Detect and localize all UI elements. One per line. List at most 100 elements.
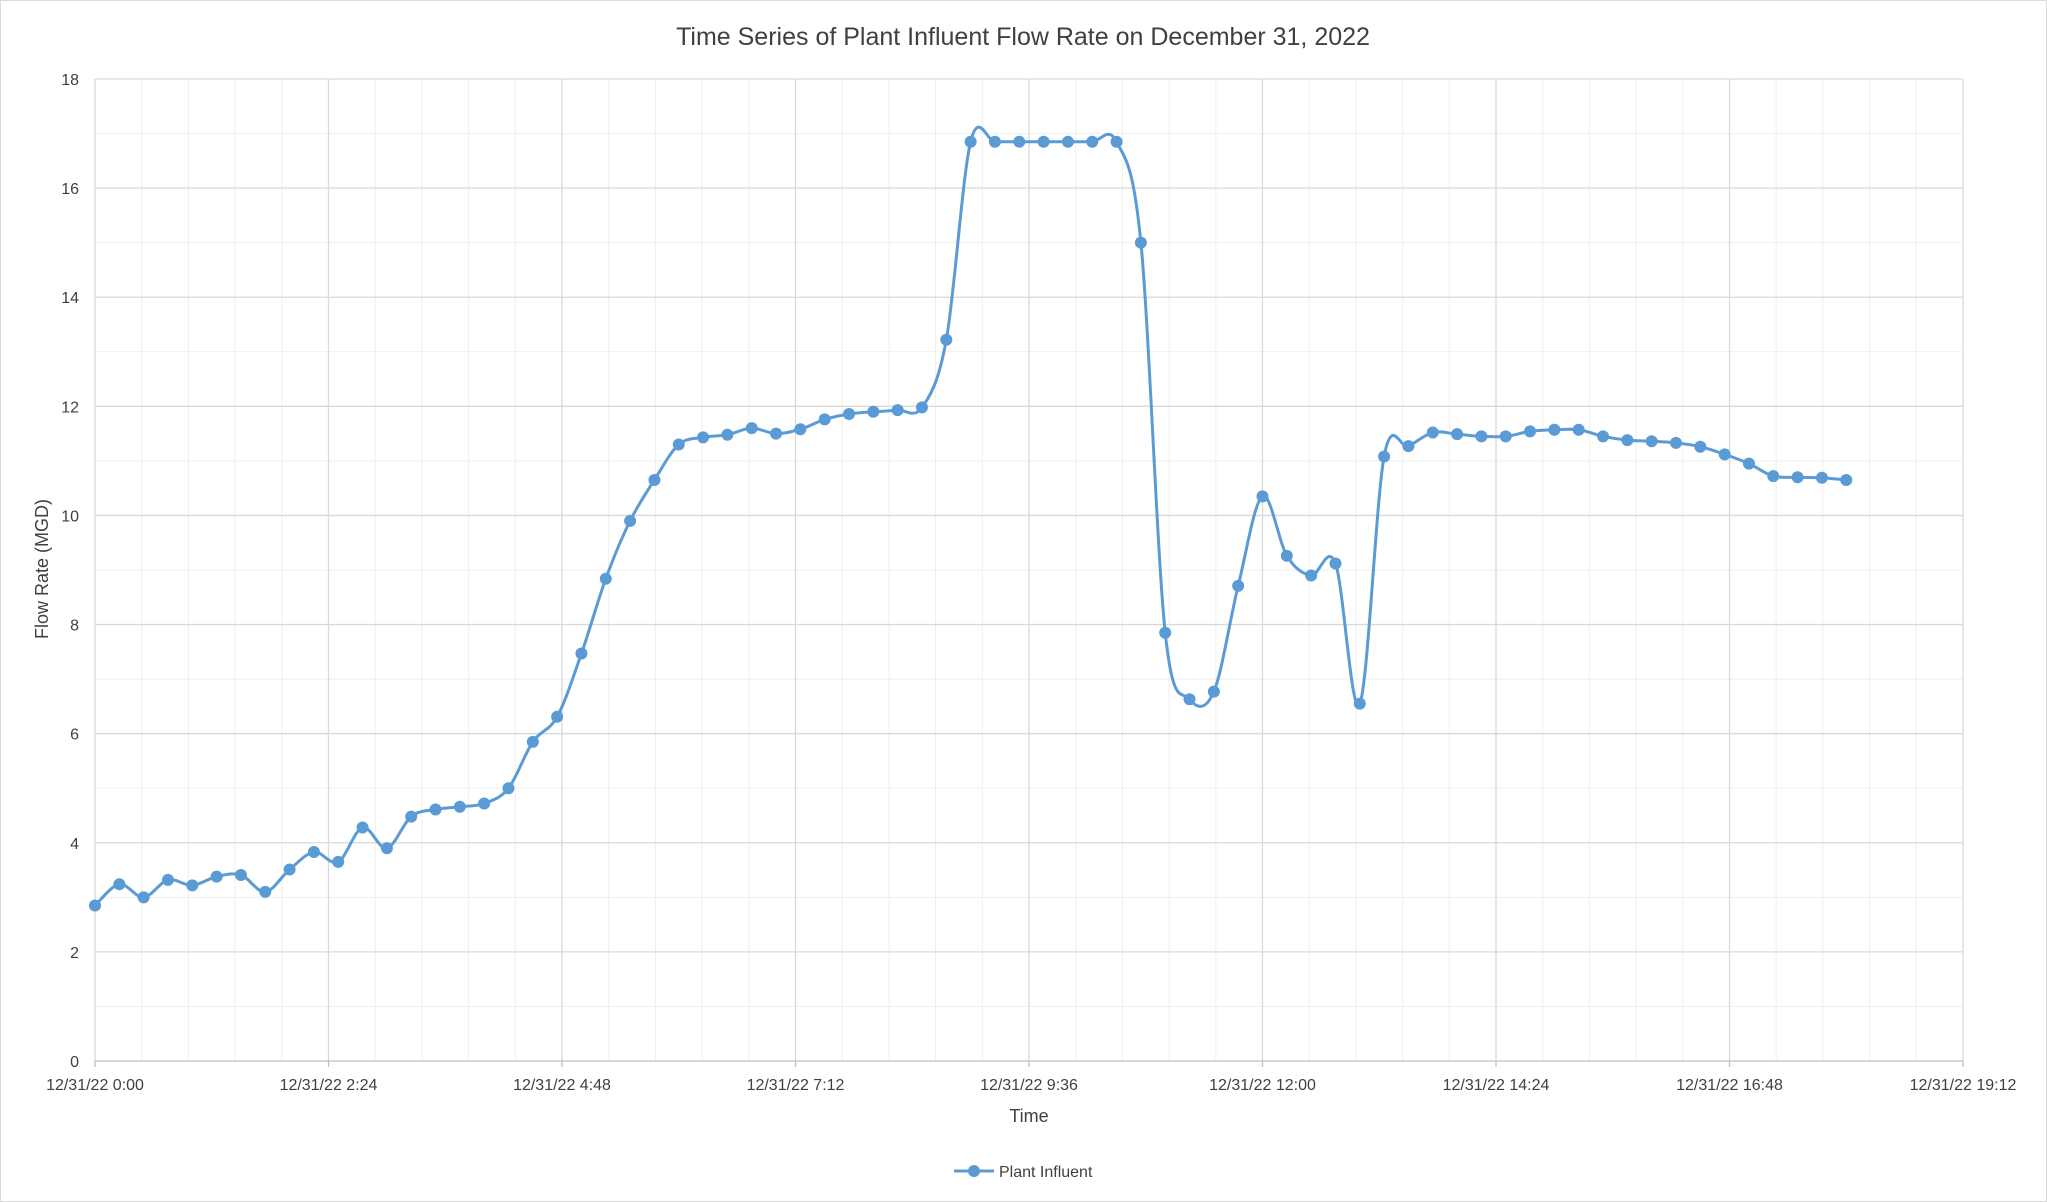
data-point: [234, 868, 247, 881]
x-tick-label: 12/31/22 16:48: [1676, 1077, 1783, 1094]
data-point: [1402, 440, 1415, 453]
legend-label-plant-influent: Plant Influent: [999, 1164, 1093, 1181]
data-point: [113, 878, 126, 891]
data-point: [259, 885, 272, 898]
data-point: [526, 735, 539, 748]
data-point: [1110, 135, 1123, 148]
legend-swatch-marker: [968, 1165, 980, 1177]
y-tick-label: 0: [70, 1054, 79, 1071]
data-point: [940, 333, 953, 346]
x-tick-label: 12/31/22 19:12: [1910, 1077, 2017, 1094]
x-tick-label: 12/31/22 2:24: [280, 1077, 378, 1094]
data-point: [1718, 448, 1731, 461]
data-point: [405, 810, 418, 823]
data-point: [818, 413, 831, 426]
data-point: [161, 873, 174, 886]
y-axis-label: Flow Rate (MGD): [32, 499, 52, 639]
data-point: [867, 405, 880, 418]
data-point: [794, 423, 807, 436]
data-point: [186, 879, 199, 892]
data-point: [1791, 471, 1804, 484]
y-tick-label: 4: [70, 836, 79, 853]
data-point: [332, 855, 345, 868]
data-point: [1451, 428, 1464, 441]
data-point: [1597, 430, 1610, 443]
x-tick-label: 12/31/22 14:24: [1443, 1077, 1550, 1094]
data-point: [1475, 430, 1488, 443]
x-tick-label: 12/31/22 12:00: [1209, 1077, 1316, 1094]
y-tick-label: 18: [61, 72, 79, 89]
data-point: [1256, 490, 1269, 503]
y-tick-label: 14: [61, 290, 79, 307]
data-point: [1694, 440, 1707, 453]
data-point: [745, 422, 758, 435]
data-point: [1207, 685, 1220, 698]
chart-title: Time Series of Plant Influent Flow Rate …: [676, 23, 1370, 51]
data-point: [599, 572, 612, 585]
data-point: [551, 710, 564, 723]
x-axis-label: Time: [1009, 1106, 1048, 1126]
data-point: [672, 438, 685, 451]
data-point: [915, 401, 928, 414]
data-point: [1086, 135, 1099, 148]
data-point: [648, 473, 661, 486]
data-point: [1548, 423, 1561, 436]
data-point: [1305, 569, 1318, 582]
data-point: [1134, 236, 1147, 249]
data-point: [502, 782, 515, 795]
data-point: [1061, 135, 1074, 148]
data-point: [1353, 697, 1366, 710]
data-point: [1013, 135, 1026, 148]
y-tick-label: 10: [61, 508, 79, 525]
data-point: [1742, 457, 1755, 470]
data-point: [575, 647, 588, 660]
data-point: [1645, 435, 1658, 448]
data-point: [1037, 135, 1050, 148]
data-point: [1572, 423, 1585, 436]
data-point: [964, 135, 977, 148]
data-point: [356, 821, 369, 834]
major-gridlines: [94, 78, 1964, 1061]
data-point: [1232, 579, 1245, 592]
data-point: [1669, 436, 1682, 449]
data-point: [1621, 434, 1634, 447]
data-point: [697, 431, 710, 444]
y-tick-label: 16: [61, 181, 79, 198]
y-tick-label: 6: [70, 727, 79, 744]
data-point: [1524, 425, 1537, 438]
data-point: [478, 797, 491, 810]
data-point: [624, 514, 637, 527]
data-point: [453, 800, 466, 813]
series-line-plant-influent: [93, 125, 1847, 907]
x-tick-label: 12/31/22 9:36: [980, 1077, 1078, 1094]
data-point: [988, 135, 1001, 148]
legend: Plant Influent: [954, 1164, 1093, 1181]
data-point: [1426, 426, 1439, 439]
data-point: [283, 863, 296, 876]
data-point: [429, 803, 442, 816]
y-tick-label: 8: [70, 618, 79, 635]
x-tick-label: 12/31/22 4:48: [513, 1077, 611, 1094]
data-point: [1183, 693, 1196, 706]
x-tick-label: 12/31/22 7:12: [747, 1077, 845, 1094]
data-point: [1280, 549, 1293, 562]
data-point: [721, 428, 734, 441]
minor-gridlines: [95, 79, 1963, 1061]
data-point: [89, 899, 101, 912]
data-point: [1840, 473, 1853, 486]
data-point: [1159, 626, 1172, 639]
data-point: [307, 846, 320, 859]
data-point: [843, 407, 856, 420]
y-axis-ticks: 0 2 4 6 8 10 12 14 16 18: [61, 72, 79, 1071]
series-plant-influent: [89, 125, 1853, 912]
data-point: [1329, 557, 1342, 570]
data-point: [891, 404, 904, 417]
x-axis-ticks: 12/31/22 0:00 12/31/22 2:24 12/31/22 4:48 1…: [46, 1061, 2016, 1094]
y-tick-label: 12: [61, 399, 79, 416]
data-point: [137, 891, 150, 904]
data-point: [1815, 471, 1828, 484]
x-tick-label: 12/31/22 0:00: [46, 1077, 144, 1094]
data-point: [770, 427, 783, 440]
data-point: [1499, 430, 1512, 443]
